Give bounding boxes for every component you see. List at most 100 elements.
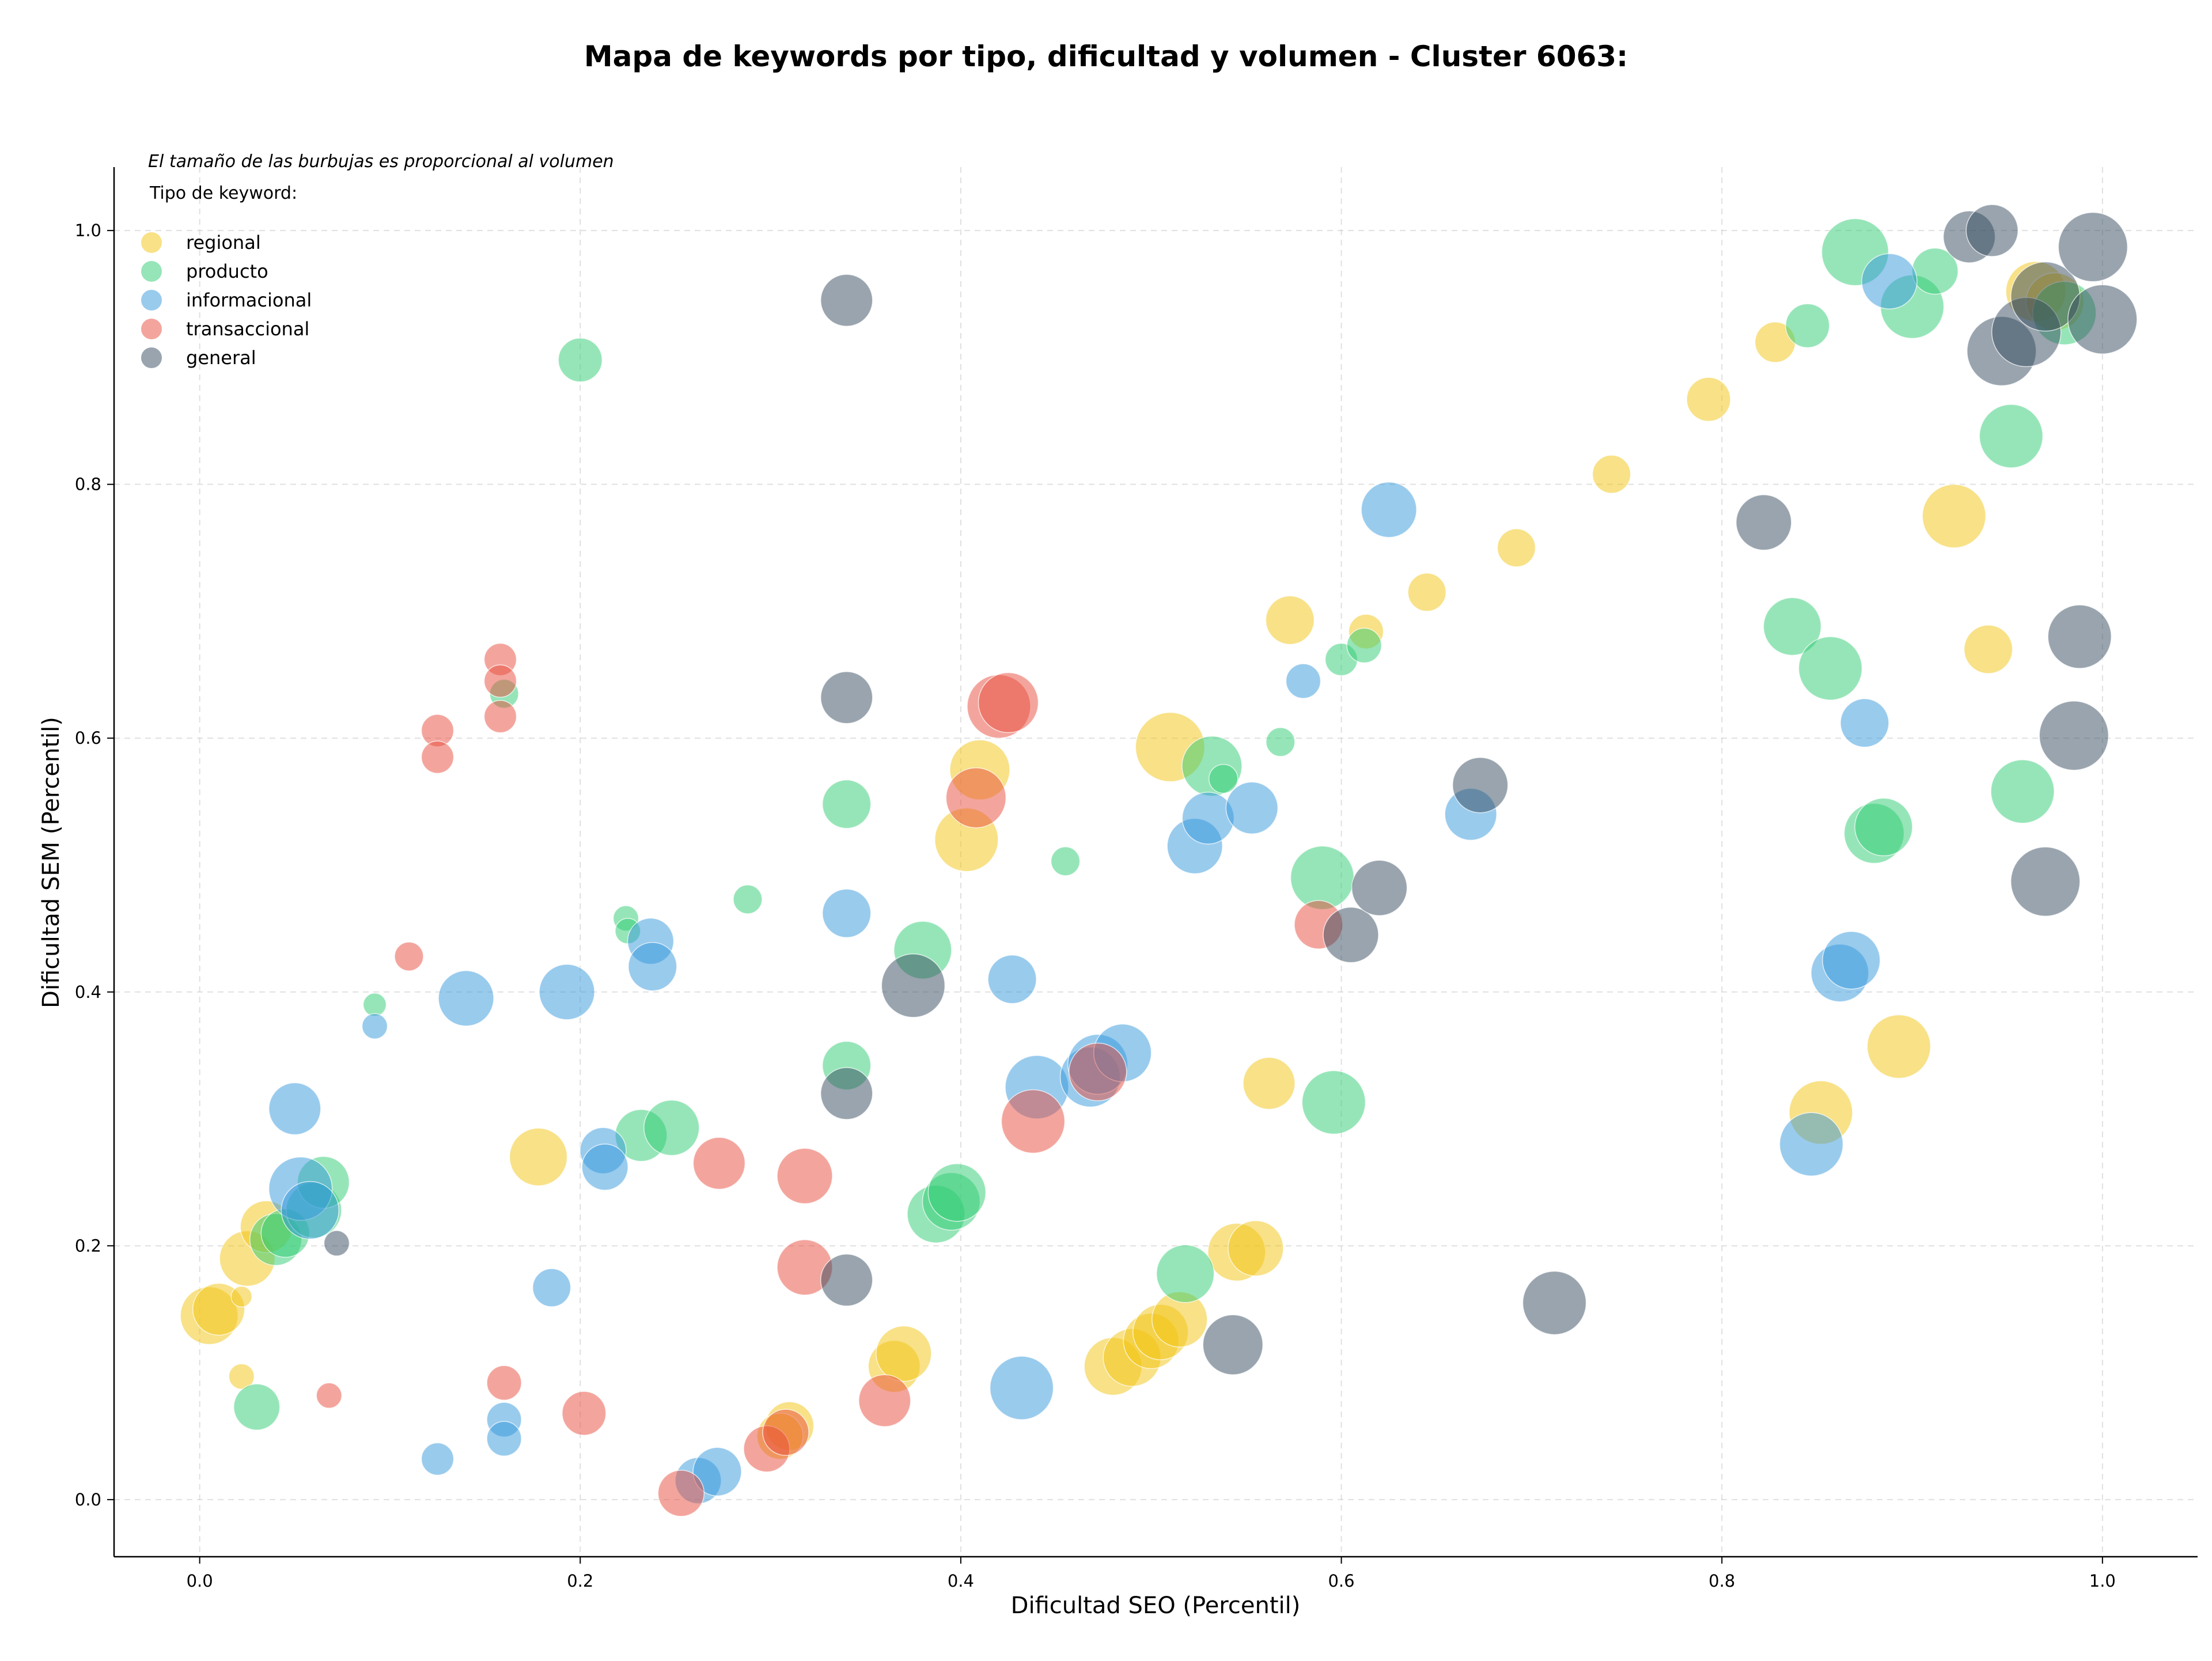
bubble-informacional	[539, 964, 595, 1020]
bubble-informacional	[628, 941, 677, 992]
bubble-regional	[509, 1127, 568, 1186]
bubble-general	[820, 1067, 873, 1120]
bubble-producto	[1346, 627, 1382, 664]
bubble-producto	[733, 884, 763, 914]
bubble-regional	[1407, 573, 1446, 612]
bubble-regional	[1866, 1014, 1931, 1079]
bubble-transaccional	[762, 1409, 809, 1456]
bubble-producto	[1301, 1070, 1366, 1135]
x-tick-label: 0.4	[948, 1571, 974, 1591]
bubble-general	[1736, 494, 1792, 551]
bubble-regional	[1922, 484, 1986, 548]
bubble-transaccional	[421, 740, 454, 774]
bubble-regional	[1497, 528, 1536, 567]
bubble-producto	[1763, 597, 1822, 656]
bubble-regional	[230, 1285, 253, 1308]
series-general	[323, 204, 2138, 1375]
legend-title: Tipo de keyword:	[149, 183, 297, 203]
bubble-transaccional	[316, 1382, 343, 1409]
y-axis-ticks: 0.0 0.2 0.4 0.6 0.8 1.0	[75, 221, 114, 1509]
legend-item-transaccional: transaccional	[141, 318, 309, 340]
bubble-regional	[1592, 455, 1631, 494]
bubble-general	[2010, 846, 2081, 917]
bubble-transaccional	[486, 1365, 522, 1401]
bubble-producto	[1290, 845, 1355, 910]
bubble-general	[1452, 756, 1509, 814]
bubble-producto	[643, 1099, 700, 1156]
bubble-informacional	[1840, 698, 1889, 748]
bubble-producto	[1266, 727, 1296, 757]
bubble-general	[820, 274, 873, 327]
bubble-transaccional	[394, 941, 424, 971]
x-tick-label: 1.0	[2089, 1571, 2116, 1591]
legend-marker	[141, 232, 162, 253]
legend-marker	[141, 347, 162, 368]
bubble-informacional	[281, 1181, 339, 1240]
bubble-producto	[1990, 759, 2055, 824]
bubble-informacional	[438, 970, 494, 1027]
bubble-transaccional	[1069, 1042, 1127, 1102]
legend-label: informacional	[186, 289, 312, 311]
data-points	[180, 204, 2138, 1517]
bubble-informacional	[989, 1356, 1054, 1420]
bubble-producto	[1156, 1244, 1215, 1303]
legend: regional producto informacional transaccion…	[141, 232, 312, 369]
bubble-transaccional	[1001, 1089, 1066, 1154]
bubble-general	[820, 671, 873, 724]
bubble-general	[2039, 701, 2109, 771]
legend-marker	[141, 290, 162, 311]
bubble-informacional	[421, 1442, 454, 1476]
bubble-producto	[1979, 404, 2044, 468]
y-tick-label: 0.2	[75, 1236, 101, 1255]
legend-marker	[141, 261, 162, 282]
bubble-general	[323, 1230, 350, 1257]
bubble-informacional	[532, 1268, 571, 1307]
bubble-informacional	[1225, 781, 1279, 835]
bubble-regional	[1228, 1220, 1284, 1277]
bubble-producto	[1798, 636, 1863, 701]
legend-label: regional	[186, 232, 261, 253]
bubble-transaccional	[777, 1148, 833, 1204]
y-tick-label: 0.4	[75, 982, 101, 1002]
legend-item-general: general	[141, 347, 256, 369]
bubble-producto	[821, 780, 872, 829]
bubble-producto	[233, 1383, 281, 1431]
bubble-general	[2047, 604, 2112, 669]
bubble-transaccional	[483, 700, 517, 733]
bubble-general	[2067, 284, 2138, 355]
bubble-informacional	[1779, 1112, 1844, 1176]
bubble-transaccional	[562, 1391, 607, 1436]
bubble-regional	[1265, 595, 1315, 645]
legend-label: general	[186, 347, 256, 369]
x-axis-ticks: 0.0 0.2 0.4 0.6 0.8 1.0	[187, 1557, 2116, 1591]
series-informacional	[268, 253, 1918, 1504]
bubble-transaccional	[692, 1137, 746, 1190]
bubble-transaccional	[483, 664, 517, 698]
bubble-general	[2058, 212, 2128, 282]
size-note: El tamaño de las burbujas es proporciona…	[148, 152, 614, 172]
y-tick-label: 0.6	[75, 728, 101, 748]
bubble-transaccional	[858, 1374, 911, 1427]
series-producto	[233, 218, 2097, 1431]
bubble-general	[1522, 1270, 1587, 1335]
bubble-general	[820, 1254, 873, 1307]
x-tick-label: 0.6	[1328, 1571, 1354, 1591]
bubble-transaccional	[945, 767, 1007, 828]
bubble-informacional	[692, 1447, 742, 1497]
bubble-informacional	[987, 955, 1037, 1004]
bubble-informacional	[1822, 930, 1881, 990]
x-tick-label: 0.2	[567, 1571, 593, 1591]
bubble-informacional	[1861, 253, 1918, 309]
bubble-regional	[1686, 377, 1731, 422]
bubble-transaccional	[657, 1470, 705, 1517]
bubble-producto	[1785, 303, 1830, 349]
bubble-transaccional	[978, 672, 1039, 733]
bubble-general	[1323, 906, 1379, 963]
series-regional	[180, 261, 2085, 1460]
y-tick-label: 1.0	[75, 221, 101, 240]
bubble-general	[1965, 204, 2019, 257]
bubble-informacional	[1181, 792, 1235, 845]
bubble-general	[1351, 860, 1408, 916]
bubble-informacional	[268, 1082, 321, 1136]
chart-title: Mapa de keywords por tipo, dificultad y …	[584, 40, 1628, 73]
